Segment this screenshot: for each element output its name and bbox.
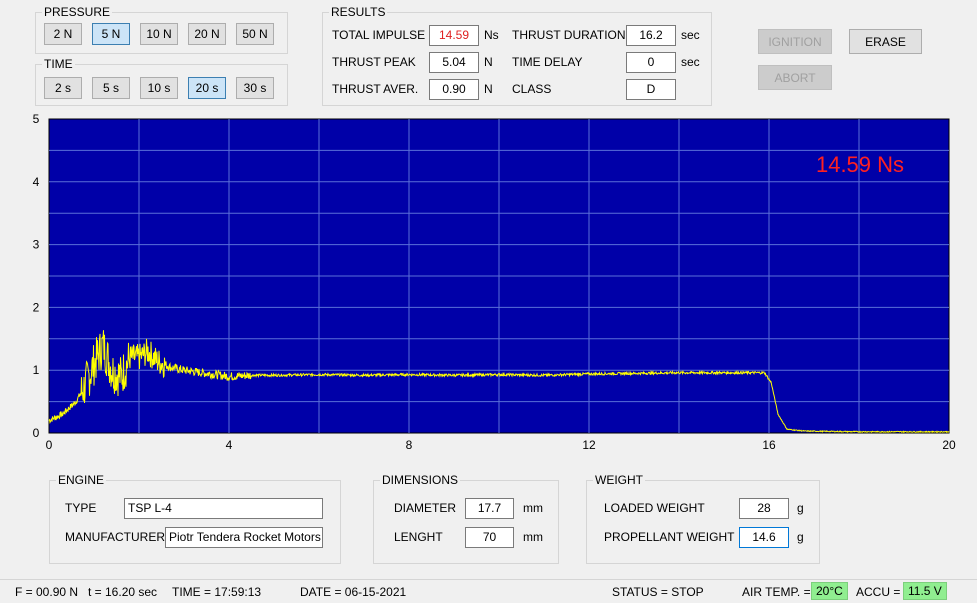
time-delay-label: TIME DELAY [512,55,583,69]
manufacturer-label: MANUFACTURER [65,530,166,544]
engine-type-field[interactable]: TSP L-4 [124,498,323,519]
air-temp-badge: 20°C [811,582,848,600]
x-tick-label: 0 [46,438,53,452]
class-value: D [626,79,676,100]
length-label: LENGHT [394,530,443,544]
loaded-weight-unit: g [797,501,804,515]
ignition-button[interactable]: IGNITION [758,29,832,54]
time-10s-button[interactable]: 10 s [140,77,178,99]
time-30s-button[interactable]: 30 s [236,77,274,99]
thrust-duration-value: 16.2 [626,25,676,46]
diameter-field[interactable]: 17.7 [465,498,514,519]
x-tick-label: 4 [226,438,233,452]
total-impulse-value: 14.59 [429,25,479,46]
status-state: STATUS = STOP [612,585,704,599]
weight-group: WEIGHT [586,473,820,564]
results-group: RESULTS [322,5,712,106]
thrust-duration-unit: sec [681,28,700,42]
pressure-20n-button[interactable]: 20 N [188,23,226,45]
loaded-weight-field[interactable]: 28 [739,498,789,519]
thrust-series-line [48,330,950,434]
manufacturer-field[interactable]: Piotr Tendera Rocket Motors [165,527,323,548]
y-tick-label: 2 [33,300,40,314]
dimensions-title: DIMENSIONS [380,473,461,487]
diameter-unit: mm [523,501,543,515]
y-tick-label: 5 [33,112,40,126]
time-5s-button[interactable]: 5 s [92,77,130,99]
loaded-weight-label: LOADED WEIGHT [604,501,705,515]
pressure-2n-button[interactable]: 2 N [44,23,82,45]
y-tick-label: 4 [33,175,40,189]
abort-button[interactable]: ABORT [758,65,832,90]
total-impulse-unit: Ns [484,28,499,42]
diameter-label: DIAMETER [394,501,457,515]
x-tick-label: 12 [582,438,596,452]
status-bar: F = 00.90 N t = 16.20 sec TIME = 17:59:1… [0,579,977,603]
pressure-5n-button[interactable]: 5 N [92,23,130,45]
class-label: CLASS [512,82,552,96]
thrust-peak-label: THRUST PEAK [332,55,416,69]
thrust-peak-value: 5.04 [429,52,479,73]
pressure-10n-button[interactable]: 10 N [140,23,178,45]
accu-label: ACCU = [856,585,901,599]
weight-title: WEIGHT [593,473,645,487]
air-temp-label: AIR TEMP. = [742,585,811,599]
time-2s-button[interactable]: 2 s [44,77,82,99]
chart-annotation: 14.59 Ns [816,152,904,177]
total-impulse-label: TOTAL IMPULSE [332,28,426,42]
y-tick-label: 3 [33,238,40,252]
propellant-weight-field[interactable]: 14.6 [739,527,789,548]
time-20s-button[interactable]: 20 s [188,77,226,99]
propellant-weight-unit: g [797,530,804,544]
length-unit: mm [523,530,543,544]
pressure-50n-button[interactable]: 50 N [236,23,274,45]
x-tick-label: 16 [762,438,776,452]
time-group: TIME [35,57,288,106]
status-time: TIME = 17:59:13 [172,585,262,599]
pressure-title: PRESSURE [42,5,113,19]
engine-title: ENGINE [56,473,107,487]
status-date: DATE = 06-15-2021 [300,585,407,599]
status-t: t = 16.20 sec [88,585,158,599]
time-title: TIME [42,57,75,71]
x-tick-label: 20 [942,438,956,452]
length-field[interactable]: 70 [465,527,514,548]
x-tick-label: 8 [406,438,413,452]
dimensions-group: DIMENSIONS [373,473,559,564]
time-delay-value: 0 [626,52,676,73]
y-tick-label: 1 [33,363,40,377]
y-tick-label: 0 [33,426,40,440]
thrust-duration-label: THRUST DURATION [512,28,626,42]
thrust-aver-label: THRUST AVER. [332,82,419,96]
accu-badge: 11.5 V [903,582,947,600]
time-delay-unit: sec [681,55,700,69]
status-force: F = 00.90 N [15,585,79,599]
thrust-aver-value: 0.90 [429,79,479,100]
erase-button[interactable]: ERASE [849,29,922,54]
engine-group: ENGINE [49,473,341,564]
propellant-weight-label: PROPELLANT WEIGHT [604,530,735,544]
thrust-peak-unit: N [484,55,493,69]
thrust-aver-unit: N [484,82,493,96]
results-title: RESULTS [329,5,388,19]
pressure-group: PRESSURE [35,5,288,54]
engine-type-label: TYPE [65,501,97,515]
